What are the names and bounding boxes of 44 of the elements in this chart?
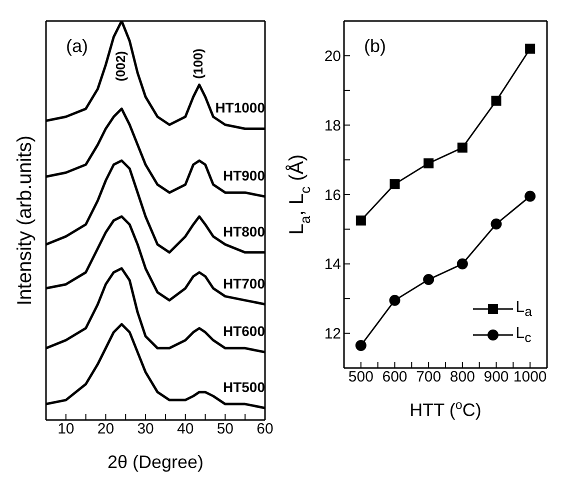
x-tick-label: 500 [348,368,374,386]
y-tick-label: 16 [324,186,341,204]
point [457,142,468,153]
series-label: HT900 [222,168,266,184]
x-tick-label: 800 [450,368,475,386]
x-tick-label: 900 [484,368,509,386]
series-label: HT800 [222,223,266,240]
x-tick-label: 1000 [513,368,547,386]
legend-label: L$_{c}$ [516,324,532,346]
y-tick-label: 18 [324,117,341,134]
point [423,274,434,286]
point [524,190,536,202]
x-axis-title: HTT ($^{o}$C) [410,398,482,420]
legend-label: L$_{a}$ [516,298,532,320]
x-tick-label: 10 [58,420,74,438]
x-tick-label: 700 [416,368,442,386]
annotation: (002) [113,51,128,82]
series-label: HT600 [222,323,266,340]
point [456,258,468,270]
x-tick-label: 60 [256,420,274,438]
y-tick-label: 20 [324,48,341,66]
x-tick-label: 40 [177,420,194,438]
point [491,96,502,106]
point [356,216,366,226]
x-axis-title: 2θ (Degree) [107,452,204,472]
y-tick-label: 14 [324,256,341,274]
x-tick-label: 600 [382,368,408,386]
point [525,44,536,54]
y-tick-label: 12 [324,326,341,343]
annotation: (100) [190,48,206,79]
annotation: (b) [364,36,386,57]
x-tick-label: 20 [97,420,114,438]
y-axis-title: Intensity (arb.units) [14,135,36,306]
point [490,218,502,230]
series-label: HT1000 [215,100,266,116]
annotation: (a) [66,36,88,57]
point [424,158,434,168]
series-label: HT700 [222,275,266,292]
point [390,179,400,190]
x-tick-label: 30 [137,420,154,438]
x-tick-label: 50 [216,420,234,438]
point [355,340,366,351]
series-label: HT500 [222,379,266,396]
point [389,294,400,306]
